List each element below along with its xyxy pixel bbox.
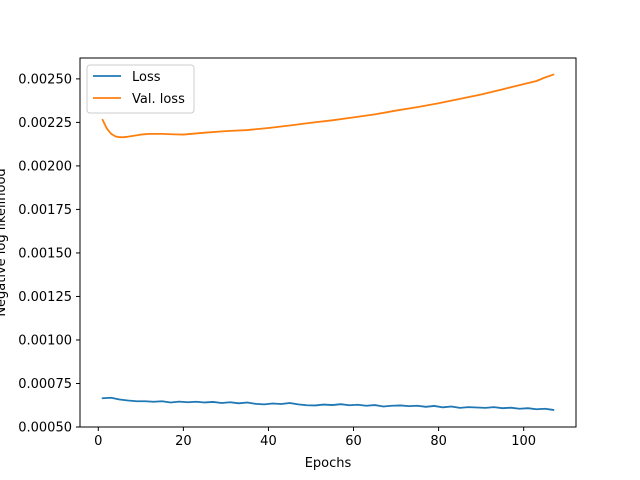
legend-label: Loss — [132, 70, 161, 85]
x-tick-label: 100 — [511, 434, 536, 449]
x-axis-label: Epochs — [305, 456, 352, 471]
y-tick-label: 0.00150 — [18, 246, 72, 261]
plot-area — [79, 57, 577, 428]
y-axis-label: Negative log likelihood — [0, 168, 9, 316]
y-tick-label: 0.00125 — [18, 290, 72, 305]
y-tick-label: 0.00050 — [18, 421, 72, 436]
legend: Loss Val. loss — [86, 64, 195, 114]
x-tick-label: 40 — [260, 434, 277, 449]
x-tick-label: 80 — [430, 434, 447, 449]
series-line-val-loss — [101, 73, 555, 139]
y-tick-label: 0.00200 — [18, 159, 72, 174]
y-axis: 0.00050 0.00075 0.00100 0.00125 0.00150 0.001… — [18, 72, 80, 436]
legend-label: Val. loss — [132, 92, 185, 107]
y-tick-label: 0.00075 — [18, 377, 72, 392]
series-line-loss — [101, 396, 555, 411]
legend-box — [86, 64, 195, 114]
y-tick-label: 0.00225 — [18, 116, 72, 131]
y-tick-label: 0.00175 — [18, 203, 72, 218]
y-tick-label: 0.00100 — [18, 333, 72, 348]
x-tick-label: 20 — [175, 434, 192, 449]
x-tick-label: 0 — [94, 434, 102, 449]
y-tick-label: 0.00250 — [18, 72, 72, 87]
x-tick-label: 60 — [345, 434, 362, 449]
series-layer — [101, 73, 555, 411]
x-axis: 0 20 40 60 80 100 — [94, 427, 536, 449]
